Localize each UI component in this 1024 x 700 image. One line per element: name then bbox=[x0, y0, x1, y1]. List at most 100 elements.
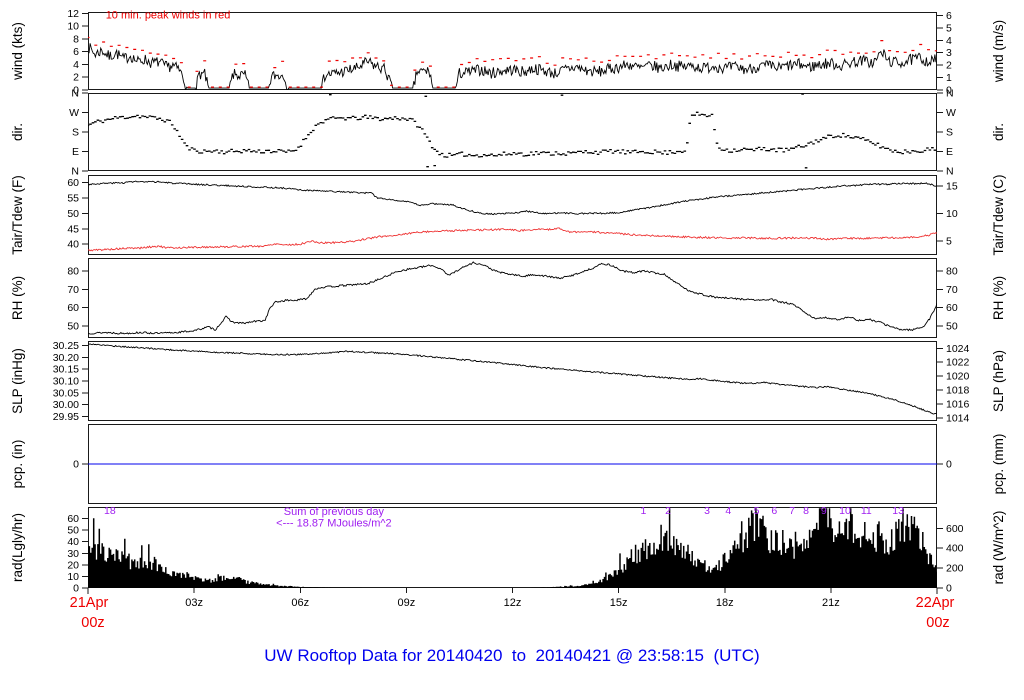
axis-label-wind-left: wind (kts) bbox=[10, 22, 25, 81]
right-tick-label: 0 bbox=[946, 85, 952, 97]
panel-slp-frame bbox=[88, 341, 937, 421]
left-tick-label: 50 bbox=[67, 525, 79, 537]
left-tick-label: 50 bbox=[67, 208, 79, 220]
annotation: <--- 18.87 MJoules/m^2 bbox=[276, 518, 392, 530]
axis-label-pcp-right: pcp. (mm) bbox=[991, 434, 1006, 495]
chart-title: UW Rooftop Data for 20140420 to 20140421… bbox=[264, 646, 760, 665]
right-tick-label: 600 bbox=[946, 523, 964, 535]
left-tick-label: 50 bbox=[67, 321, 79, 333]
series-Tair bbox=[88, 180, 937, 216]
annotation: 1 bbox=[640, 505, 646, 517]
left-tick-label: W bbox=[69, 107, 79, 119]
annotation: 9 bbox=[821, 505, 827, 517]
annotation: 5 bbox=[754, 505, 760, 517]
right-tick-label: 1016 bbox=[946, 398, 970, 410]
series-direction bbox=[88, 111, 937, 158]
left-tick-label: 30.15 bbox=[53, 364, 79, 376]
panel-dir-series bbox=[88, 93, 937, 169]
left-tick-label: 30.10 bbox=[53, 376, 79, 388]
right-tick-label: 1014 bbox=[946, 412, 970, 424]
left-tick-label: 70 bbox=[67, 284, 79, 296]
right-tick-label: 60 bbox=[946, 302, 958, 314]
x-tick-label: 12z bbox=[504, 597, 522, 609]
annotation: 11 bbox=[861, 505, 872, 517]
right-tick-label: 5 bbox=[946, 236, 952, 248]
panel-wind-series bbox=[88, 36, 937, 90]
axis-label-dir-left: dir. bbox=[10, 123, 25, 141]
right-tick-label: 1 bbox=[946, 72, 952, 84]
annotation: 3 bbox=[704, 505, 710, 517]
series-Tdew bbox=[88, 227, 937, 252]
axis-label-slp-left: SLP (inHg) bbox=[10, 348, 25, 414]
left-tick-label: 80 bbox=[67, 265, 79, 277]
left-tick-label: 0 bbox=[73, 583, 79, 595]
left-tick-label: 60 bbox=[67, 177, 79, 189]
series-radiation bbox=[88, 508, 937, 588]
right-tick-label: N bbox=[946, 166, 954, 178]
panel-rad-series bbox=[88, 508, 937, 588]
left-tick-label: 30.00 bbox=[53, 399, 79, 411]
axis-label-dir-right: dir. bbox=[991, 123, 1006, 141]
panel-rh-series bbox=[88, 261, 937, 335]
axis-label-slp-right: SLP (hPa) bbox=[991, 350, 1006, 412]
right-tick-label: 6 bbox=[946, 10, 952, 22]
panel-slp-series bbox=[88, 343, 937, 415]
series-slp bbox=[88, 343, 937, 415]
annotation: 18 bbox=[104, 505, 116, 517]
panel-dir-frame bbox=[88, 93, 937, 171]
panel-temp-series bbox=[88, 180, 937, 252]
axis-label-temp-left: Tair/Tdew (F) bbox=[10, 175, 25, 255]
right-tick-label: 5 bbox=[946, 22, 952, 34]
right-tick-label: 80 bbox=[946, 265, 958, 277]
annotation: 6 bbox=[771, 505, 777, 517]
annotation: Sum of previous day bbox=[284, 506, 385, 518]
annotation: 13 bbox=[892, 505, 904, 517]
right-tick-label: 400 bbox=[946, 543, 964, 555]
left-tick-label: 10 bbox=[67, 21, 79, 33]
left-tick-label: 0 bbox=[73, 85, 79, 97]
x-end-time-label: 00z bbox=[926, 615, 949, 631]
series-peaks bbox=[88, 36, 937, 88]
axis-label-pcp-left: pcp. (in) bbox=[10, 440, 25, 489]
right-tick-label: 3 bbox=[946, 47, 952, 59]
annotation: 8 bbox=[803, 505, 809, 517]
left-tick-label: 45 bbox=[67, 223, 79, 235]
left-tick-label: 30.25 bbox=[53, 340, 79, 352]
left-tick-label: E bbox=[72, 146, 79, 158]
series-speed bbox=[88, 43, 937, 90]
right-tick-label: 1024 bbox=[946, 343, 970, 355]
annotation: 7 bbox=[789, 505, 795, 517]
axis-label-rh-right: RH (%) bbox=[991, 276, 1006, 320]
right-tick-label: 10 bbox=[946, 208, 958, 220]
axis-label-wind-right: wind (m/s) bbox=[991, 20, 1006, 83]
right-tick-label: N bbox=[946, 88, 954, 100]
left-tick-label: 60 bbox=[67, 513, 79, 525]
left-tick-label: N bbox=[71, 88, 79, 100]
right-tick-label: 0 bbox=[946, 583, 952, 595]
panel-rh-frame bbox=[88, 258, 937, 338]
left-tick-label: 10 bbox=[67, 571, 79, 583]
panel-wind-frame bbox=[88, 12, 937, 90]
x-tick-label: 15z bbox=[610, 597, 628, 609]
annotation: 2 bbox=[665, 505, 671, 517]
annotation: 4 bbox=[725, 505, 731, 517]
right-tick-label: 70 bbox=[946, 284, 958, 296]
left-tick-label: 0 bbox=[73, 459, 79, 471]
left-tick-label: 29.95 bbox=[53, 411, 79, 423]
left-tick-label: 8 bbox=[73, 33, 79, 45]
left-tick-label: 4 bbox=[73, 59, 79, 71]
left-tick-label: 40 bbox=[67, 536, 79, 548]
axis-label-rad-left: rad(Lgly/hr) bbox=[10, 513, 25, 582]
x-start-date-label: 21Apr bbox=[70, 595, 109, 611]
right-tick-label: 4 bbox=[946, 35, 952, 47]
right-tick-label: 1020 bbox=[946, 371, 970, 383]
right-tick-label: S bbox=[946, 127, 953, 139]
x-tick-label: 09z bbox=[398, 597, 416, 609]
series-rh bbox=[88, 261, 937, 335]
axis-label-rad-right: rad (W/m^2) bbox=[991, 511, 1006, 585]
right-tick-label: 1022 bbox=[946, 357, 970, 369]
left-tick-label: 2 bbox=[73, 72, 79, 84]
right-tick-label: 1018 bbox=[946, 385, 970, 397]
left-tick-label: 60 bbox=[67, 302, 79, 314]
